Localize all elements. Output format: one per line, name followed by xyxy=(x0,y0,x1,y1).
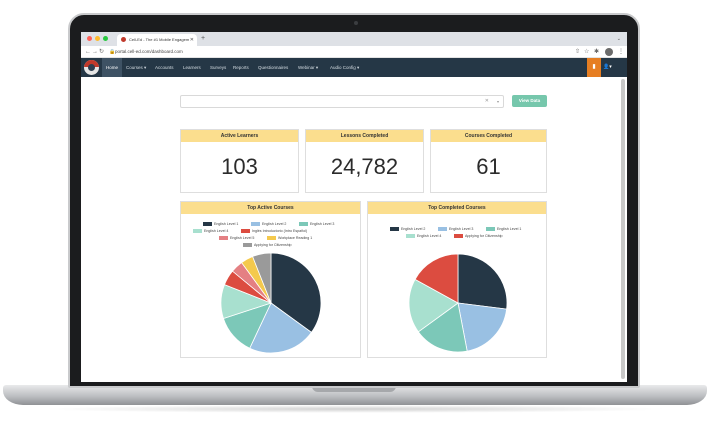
legend-item: Inglés Introductorio (Intro Español) xyxy=(241,229,307,233)
url-field[interactable]: portal.cell-ed.com/dashboard.com xyxy=(115,49,183,54)
legend-item: English Level 2 xyxy=(251,222,286,226)
camera-dot xyxy=(354,21,358,25)
stat-label: Lessons Completed xyxy=(306,130,423,142)
stat-value: 61 xyxy=(476,154,501,179)
favicon-icon xyxy=(121,37,126,42)
legend-item: English Level 2 xyxy=(390,227,425,231)
pie-slice[interactable] xyxy=(252,252,272,304)
top-active-courses-card: Top Active Courses English Level 1 Engli… xyxy=(180,201,361,358)
legend-item: Workplace Reading 1 xyxy=(267,236,312,240)
share-icon[interactable]: ⇧ xyxy=(575,49,581,55)
address-bar: ← → ↻ 🔒 portal.cell-ed.com/dashboard.com… xyxy=(81,46,627,58)
clear-icon[interactable]: ✕ xyxy=(484,98,489,104)
reload-icon[interactable]: ↻ xyxy=(99,49,105,55)
legend-item: English Level 3 xyxy=(438,227,473,231)
pie-slice[interactable] xyxy=(457,302,508,352)
user-menu-icon[interactable]: 👤▾ xyxy=(603,64,612,70)
completed-courses-pie xyxy=(408,253,508,353)
browser-menu-icon[interactable]: ⋮ xyxy=(618,49,624,55)
tab-close-icon[interactable]: ✕ xyxy=(189,37,194,43)
legend-item: Applying for Citizenship xyxy=(454,234,503,238)
pie-slice[interactable] xyxy=(270,252,322,333)
bookmark-star-icon[interactable]: ☆ xyxy=(584,49,590,55)
legend-item: English Level 5 xyxy=(219,236,254,240)
cell-ed-logo[interactable] xyxy=(84,60,99,75)
back-icon[interactable]: ← xyxy=(85,49,91,55)
close-window-icon[interactable] xyxy=(87,36,92,41)
browser-tab[interactable]: Cell-Ed - The #1 Mobile Engagem ✕ xyxy=(117,34,197,46)
legend-item: English Level 4 xyxy=(193,229,228,233)
nav-webinar[interactable]: Webinar ▾ xyxy=(298,65,319,70)
stat-card-lessons-completed: Lessons Completed 24,782 xyxy=(305,129,424,193)
nav-reports[interactable]: Reports xyxy=(233,65,249,70)
stat-label: Courses Completed xyxy=(431,130,546,142)
new-tab-icon[interactable]: + xyxy=(201,35,206,42)
chart-legend: English Level 1 English Level 2 English … xyxy=(181,202,362,247)
pie-slice[interactable] xyxy=(408,278,459,333)
course-filter-select[interactable]: ✕ ▾ xyxy=(180,95,504,108)
chevron-down-icon[interactable]: ▾ xyxy=(496,99,499,104)
legend-item: English Level 1 xyxy=(203,222,238,226)
nav-home[interactable]: Home xyxy=(102,58,123,77)
profile-avatar-icon[interactable] xyxy=(605,48,613,56)
top-completed-courses-card: Top Completed Courses English Level 2 En… xyxy=(367,201,547,358)
tab-list-chevron-icon[interactable]: ⌄ xyxy=(616,36,621,42)
lock-icon: 🔒 xyxy=(109,49,116,55)
chart-title: Top Completed Courses xyxy=(368,202,546,214)
stat-card-active-learners: Active Learners 103 xyxy=(180,129,299,193)
nav-audio-config[interactable]: Audio Config ▾ xyxy=(330,65,360,70)
page-scrollbar[interactable] xyxy=(621,79,625,379)
extensions-icon[interactable]: ✱ xyxy=(594,49,600,55)
stat-value: 103 xyxy=(221,154,258,179)
browser-tab-bar: Cell-Ed - The #1 Mobile Engagem ✕ + ⌄ xyxy=(81,32,627,46)
nav-surveys[interactable]: Surveys xyxy=(210,65,227,70)
bookmark-button[interactable]: ▮ xyxy=(587,58,601,77)
chart-title: Top Active Courses xyxy=(181,202,360,214)
legend-item: English Level 4 xyxy=(406,234,441,238)
active-courses-pie xyxy=(220,252,322,354)
forward-icon[interactable]: → xyxy=(92,49,98,55)
legend-item: Applying for Citizenship xyxy=(243,243,292,247)
maximize-window-icon[interactable] xyxy=(103,36,108,41)
pie-slice[interactable] xyxy=(417,302,468,353)
stat-value: 24,782 xyxy=(330,154,399,179)
chart-legend: English Level 2 English Level 3 English … xyxy=(368,202,548,242)
screen: Cell-Ed - The #1 Mobile Engagem ✕ + ⌄ ← … xyxy=(81,32,627,382)
view-data-button[interactable]: View Data xyxy=(512,95,547,107)
pie-slice[interactable] xyxy=(414,253,459,304)
nav-courses[interactable]: Courses ▾ xyxy=(126,65,147,70)
legend-item: English Level 1 xyxy=(486,227,521,231)
laptop-base xyxy=(3,385,707,405)
pie-slice[interactable] xyxy=(457,253,508,310)
laptop-shadow xyxy=(40,405,670,413)
nav-questionnaires[interactable]: Questionnaires xyxy=(258,65,289,70)
nav-learners[interactable]: Learners xyxy=(183,65,201,70)
minimize-window-icon[interactable] xyxy=(95,36,100,41)
stat-card-courses-completed: Courses Completed 61 xyxy=(430,129,547,193)
laptop-bezel: Cell-Ed - The #1 Mobile Engagem ✕ + ⌄ ← … xyxy=(68,13,640,388)
app-navbar: Home Courses ▾ Accounts Learners Surveys… xyxy=(81,58,627,77)
stat-label: Active Learners xyxy=(181,130,298,142)
tab-title: Cell-Ed - The #1 Mobile Engagem xyxy=(129,37,190,42)
nav-accounts[interactable]: Accounts xyxy=(155,65,174,70)
laptop-notch xyxy=(312,386,396,392)
legend-item: English Level 3 xyxy=(299,222,334,226)
